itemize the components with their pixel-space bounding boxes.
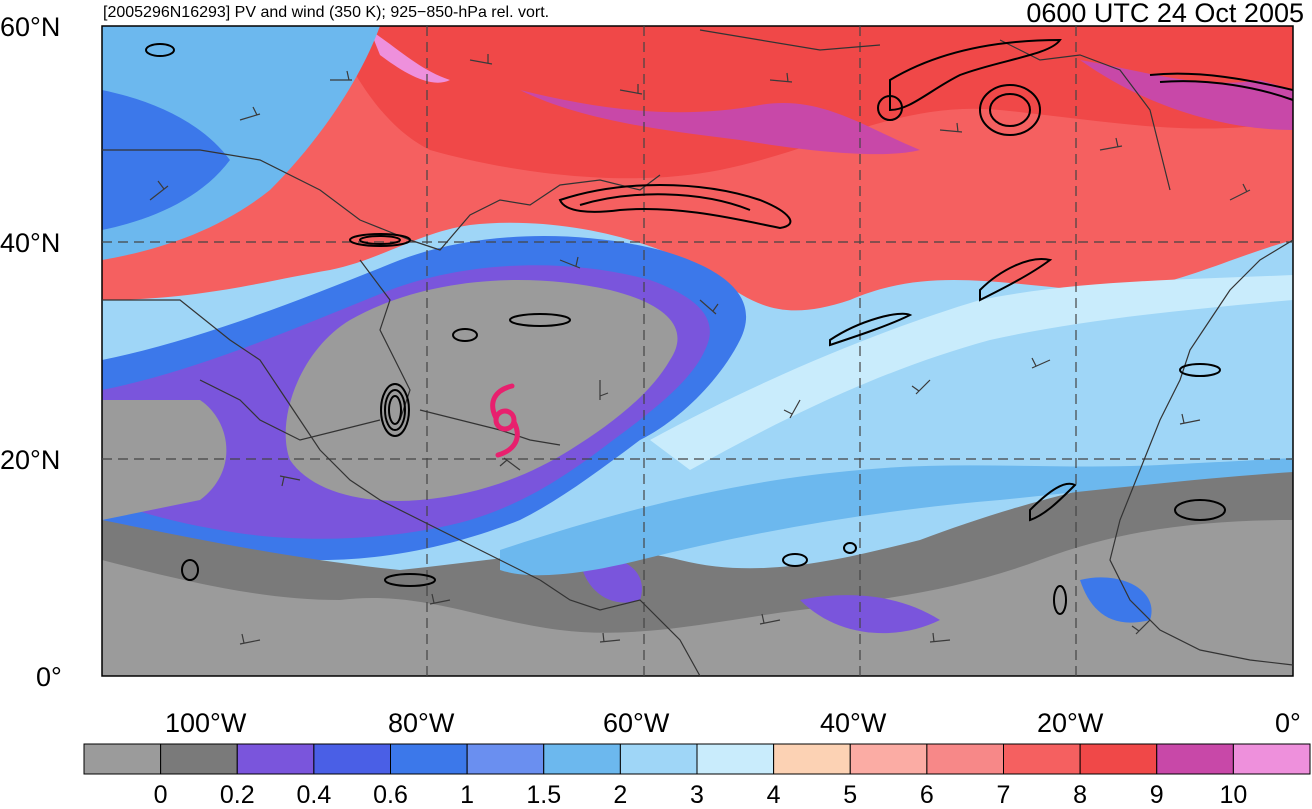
colorbar-swatch — [1232, 743, 1311, 775]
colorbar — [83, 743, 1311, 775]
colorbar-swatch — [160, 743, 238, 775]
colorbar-swatch — [849, 743, 928, 775]
colorbar-swatch — [236, 743, 315, 775]
plot-title: [2005296N16293] PV and wind (350 K); 925… — [103, 4, 550, 21]
valid-time: 0600 UTC 24 Oct 2005 — [1026, 0, 1304, 28]
lon-label-40w: 40°W — [820, 708, 887, 738]
colorbar-swatch — [543, 743, 621, 775]
colorbar-tick-label: 0.4 — [296, 781, 332, 809]
colorbar-tick-label: 6 — [919, 781, 934, 809]
colorbar-swatch — [1079, 743, 1158, 775]
colorbar-swatch — [313, 743, 392, 775]
wind-barbs — [149, 54, 1251, 645]
colorbar-tick-label: 9 — [1149, 781, 1164, 809]
lon-label-60w: 60°W — [603, 708, 670, 738]
colorbar-swatch — [696, 743, 775, 775]
hurricane-symbol-icon — [490, 383, 520, 458]
colorbar-tick-label: 4 — [766, 781, 781, 809]
colorbar-swatch — [1156, 743, 1234, 775]
colorbar-swatch — [773, 743, 851, 775]
colorbar-swatch — [619, 743, 698, 775]
colorbar-tick-label: 10 — [1219, 781, 1248, 809]
colorbar-tick-label: 2 — [613, 781, 628, 809]
colorbar-tick-label: 0 — [153, 781, 168, 809]
colorbar-tick-label: 1.5 — [526, 781, 562, 809]
colorbar-tick-label: 3 — [690, 781, 704, 809]
lon-label-80w: 80°W — [388, 708, 455, 738]
map-frame — [101, 25, 1294, 677]
lon-label-100w: 100°W — [165, 708, 247, 738]
lat-label-20n: 20°N — [0, 445, 61, 475]
colorbar-swatch — [926, 743, 1005, 775]
lon-label-20w: 20°W — [1037, 708, 1104, 738]
lat-lon-grid — [102, 26, 1293, 676]
pv-field — [102, 26, 1293, 676]
lat-label-40n: 40°N — [0, 228, 61, 258]
lat-label-60n: 60°N — [0, 12, 61, 42]
colorbar-tick-label: 8 — [1073, 781, 1088, 809]
colorbar-swatch — [1003, 743, 1081, 775]
vorticity-contours — [145, 38, 1293, 615]
colorbar-tick-label: 5 — [843, 781, 858, 809]
lon-label-0: 0° — [1275, 708, 1301, 738]
colorbar-swatch — [83, 743, 162, 775]
colorbar-swatch — [390, 743, 468, 775]
colorbar-swatch — [466, 743, 545, 775]
lat-label-0: 0° — [36, 662, 62, 692]
colorbar-tick-label: 7 — [996, 781, 1011, 809]
colorbar-tick-label: 1 — [460, 781, 475, 809]
colorbar-tick-label: 0.6 — [373, 781, 408, 809]
colorbar-tick-label: 0.2 — [219, 781, 255, 809]
